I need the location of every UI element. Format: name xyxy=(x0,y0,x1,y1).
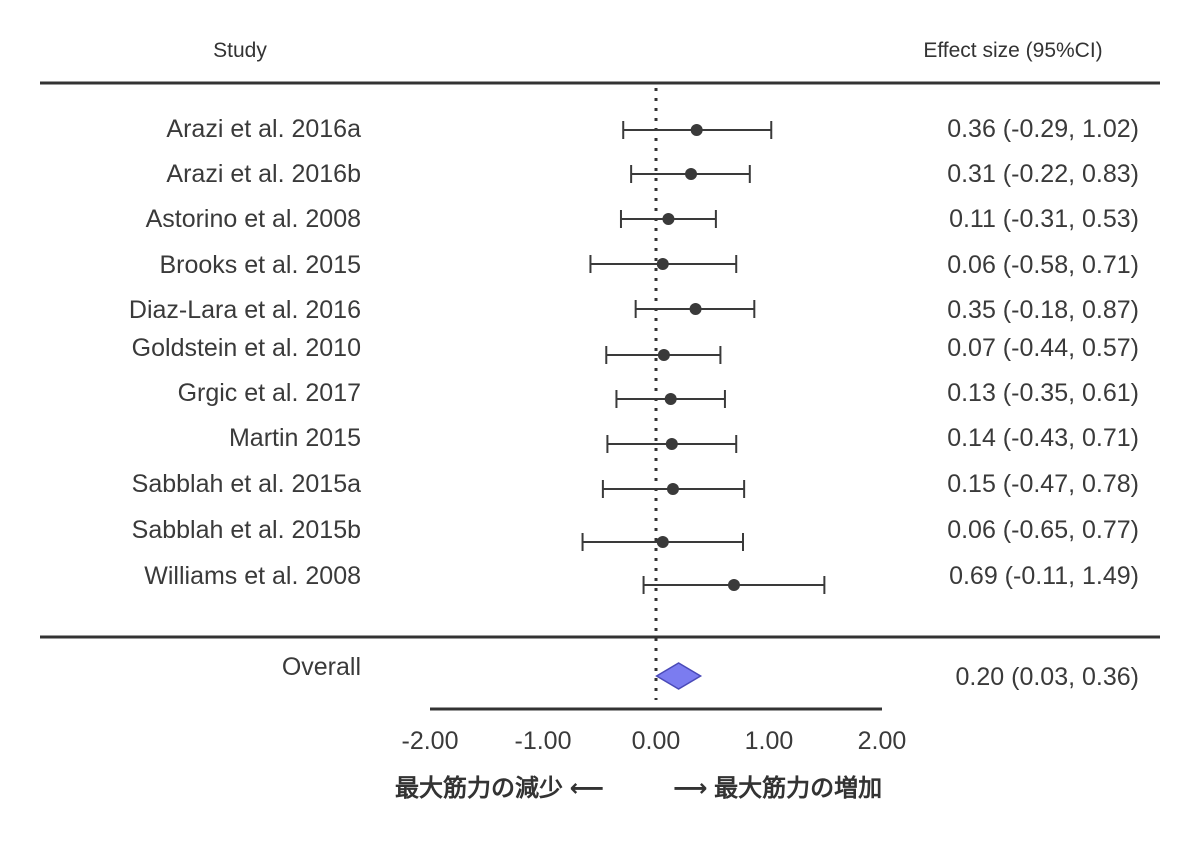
study-name: Arazi et al. 2016b xyxy=(166,160,361,188)
study-name: Goldstein et al. 2010 xyxy=(132,334,361,362)
study-header: Study xyxy=(213,39,267,62)
study-name: Williams et al. 2008 xyxy=(144,562,361,590)
effect-point xyxy=(727,579,740,591)
study-name: Sabblah et al. 2015b xyxy=(132,516,361,544)
effect-point xyxy=(664,393,677,405)
effect-size-label: 0.31 (-0.22, 0.83) xyxy=(947,160,1139,188)
overall-name: Overall xyxy=(282,653,361,681)
effect-point xyxy=(690,124,703,136)
effect-size-label: 0.07 (-0.44, 0.57) xyxy=(947,334,1139,362)
direction-right-label: ⟶ 最大筋力の増加 xyxy=(673,774,882,802)
study-name: Sabblah et al. 2015a xyxy=(132,470,361,498)
effect-size-label: 0.15 (-0.47, 0.78) xyxy=(947,470,1139,498)
study-row: Sabblah et al. 2015b 0.06 (-0.65, 0.77) xyxy=(132,516,1139,551)
effect-size-label: 0.36 (-0.29, 1.02) xyxy=(947,115,1139,143)
study-name: Arazi et al. 2016a xyxy=(166,115,361,143)
study-row: Arazi et al. 2016a 0.36 (-0.29, 1.02) xyxy=(166,115,1139,143)
x-tick-label: 1.00 xyxy=(745,727,794,755)
study-row: Martin 2015 0.14 (-0.43, 0.71) xyxy=(229,424,1139,453)
effect-point xyxy=(657,349,670,361)
overall-row: Overall 0.20 (0.03, 0.36) xyxy=(282,653,1139,691)
effect-size-header: Effect size (95%CI) xyxy=(923,39,1102,62)
effect-point xyxy=(685,168,698,180)
effect-size-label: 0.06 (-0.65, 0.77) xyxy=(947,516,1139,544)
x-tick-label: -2.00 xyxy=(402,727,459,755)
study-row: Astorino et al. 2008 0.11 (-0.31, 0.53) xyxy=(146,205,1139,233)
study-row: Williams et al. 2008 0.69 (-0.11, 1.49) xyxy=(144,562,1139,594)
study-name: Astorino et al. 2008 xyxy=(146,205,361,233)
study-row: Sabblah et al. 2015a 0.15 (-0.47, 0.78) xyxy=(132,470,1139,498)
study-row: Goldstein et al. 2010 0.07 (-0.44, 0.57) xyxy=(132,334,1139,364)
effect-size-label: 0.14 (-0.43, 0.71) xyxy=(947,424,1139,452)
study-row: Grgic et al. 2017 0.13 (-0.35, 0.61) xyxy=(178,379,1139,408)
overall-effect-label: 0.20 (0.03, 0.36) xyxy=(956,663,1139,691)
study-name: Martin 2015 xyxy=(229,424,361,452)
study-row: Diaz-Lara et al. 2016 0.35 (-0.18, 0.87) xyxy=(129,296,1139,324)
study-row: Arazi et al. 2016b 0.31 (-0.22, 0.83) xyxy=(166,160,1139,188)
x-tick-label: -1.00 xyxy=(515,727,572,755)
direction-left-label: 最大筋力の減少 ⟵ xyxy=(395,774,604,802)
effect-point xyxy=(665,438,678,450)
overall-diamond xyxy=(655,662,703,690)
effect-size-label: 0.11 (-0.31, 0.53) xyxy=(949,205,1139,233)
effect-point xyxy=(662,213,675,225)
study-name: Diaz-Lara et al. 2016 xyxy=(129,296,361,324)
x-tick-label: 2.00 xyxy=(858,727,907,755)
effect-size-label: 0.69 (-0.11, 1.49) xyxy=(949,562,1139,590)
effect-point xyxy=(656,258,669,270)
effect-point xyxy=(656,536,669,548)
effect-size-label: 0.35 (-0.18, 0.87) xyxy=(947,296,1139,324)
effect-size-label: 0.06 (-0.58, 0.71) xyxy=(947,251,1139,279)
effect-point xyxy=(666,483,679,495)
study-name: Grgic et al. 2017 xyxy=(178,379,361,407)
x-tick-label: 0.00 xyxy=(632,727,681,755)
study-row: Brooks et al. 2015 0.06 (-0.58, 0.71) xyxy=(159,251,1139,279)
study-name: Brooks et al. 2015 xyxy=(159,251,361,279)
effect-size-label: 0.13 (-0.35, 0.61) xyxy=(947,379,1139,407)
effect-point xyxy=(689,303,702,315)
